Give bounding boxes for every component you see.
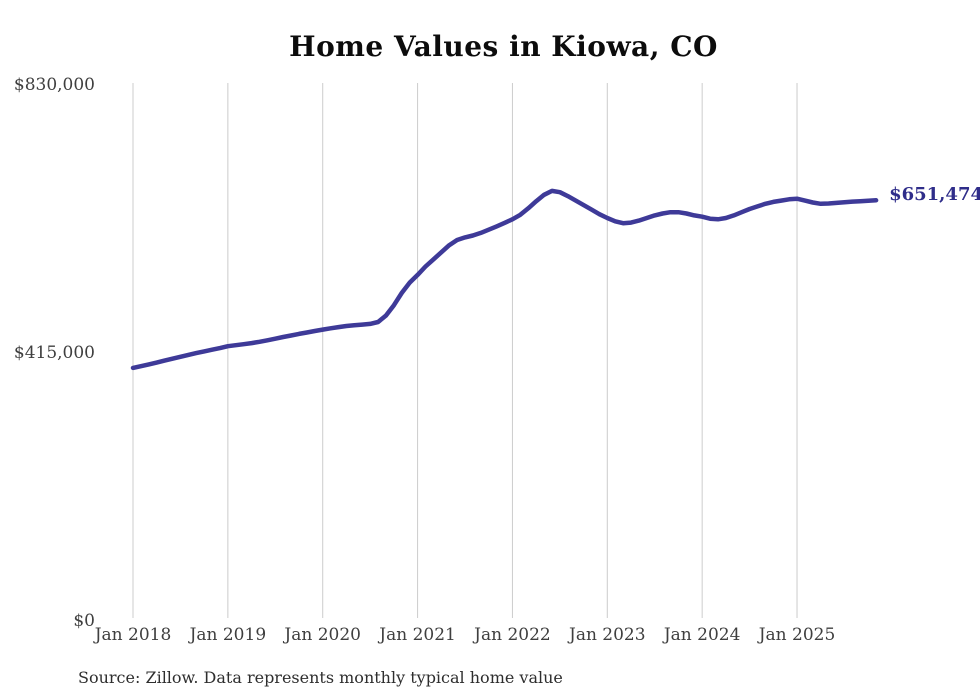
x-tick-label: Jan 2024	[663, 625, 741, 645]
y-tick-label: $415,000	[13, 343, 95, 363]
x-tick-label: Jan 2023	[569, 625, 646, 645]
x-tick-label: Jan 2021	[379, 625, 456, 645]
chart-title: Home Values in Kiowa, CO	[289, 30, 718, 63]
source-note: Source: Zillow. Data represents monthly …	[78, 668, 563, 687]
value-line	[130, 188, 879, 371]
x-tick-label: Jan 2020	[284, 625, 361, 645]
x-tick-label: Jan 2022	[474, 625, 551, 645]
current-value-label: $651,474	[889, 184, 980, 206]
x-tick-label: Jan 2025	[758, 625, 836, 645]
x-tick-label: Jan 2019	[189, 625, 267, 645]
x-tick-label: Jan 2018	[94, 625, 172, 645]
y-tick-label: $830,000	[13, 75, 95, 95]
y-tick-label: $0	[73, 611, 95, 631]
